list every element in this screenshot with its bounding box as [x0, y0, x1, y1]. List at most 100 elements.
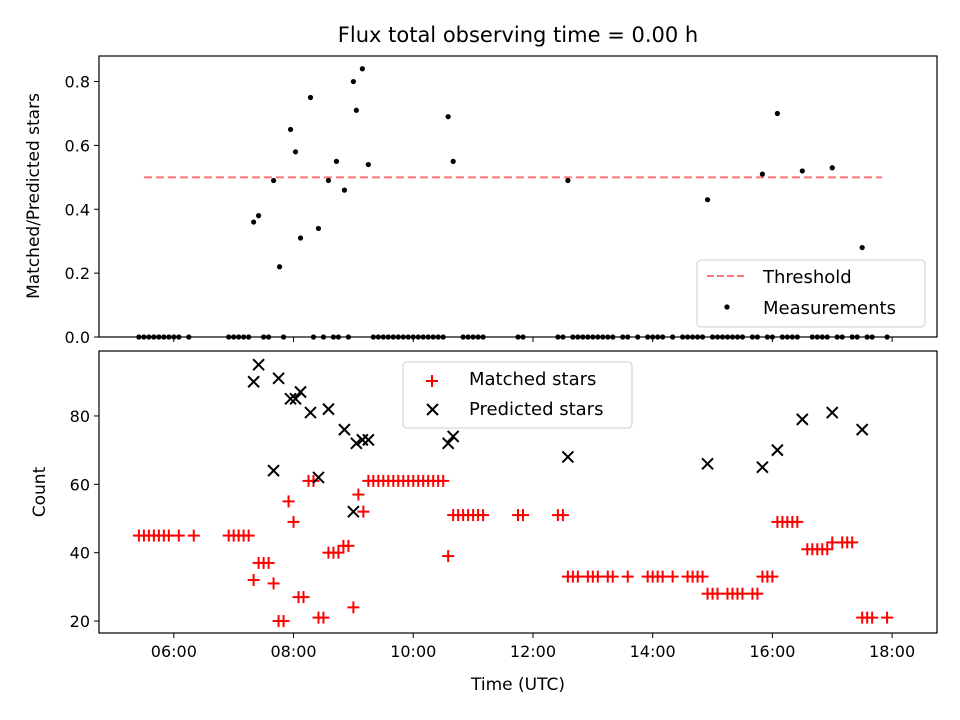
- measurement-point: [353, 107, 359, 113]
- measurement-point: [829, 165, 835, 171]
- x-tick-label: 16:00: [749, 642, 795, 661]
- legend-measurements-swatch: [724, 304, 730, 310]
- x-tick-label: 10:00: [390, 642, 436, 661]
- predicted-star-point: [247, 375, 260, 388]
- x-tick-label: 06:00: [151, 642, 197, 661]
- ratio-y-tick-label: 0.6: [65, 136, 90, 155]
- predicted-star-point: [338, 423, 351, 436]
- legend-threshold-label: Threshold: [762, 267, 852, 288]
- predicted-star-point: [252, 358, 265, 371]
- matched-star-point: [606, 570, 619, 583]
- measurement-point: [287, 126, 294, 133]
- count-y-tick-label: 40: [70, 544, 90, 563]
- legend-predicted-label: Predicted stars: [469, 399, 603, 420]
- x-axis-label: Time (UTC): [470, 675, 565, 695]
- measurement-point: [276, 264, 283, 270]
- ratio-y-tick-label: 0.4: [65, 200, 90, 219]
- ratio-y-tick-label: 0.0: [65, 328, 90, 347]
- count-legend-box: [402, 361, 633, 429]
- measurement-point: [359, 66, 365, 72]
- predicted-star-point: [826, 406, 839, 419]
- matched-star-point: [881, 611, 894, 624]
- legend-matched-swatch: [426, 375, 438, 387]
- measurement-point: [256, 213, 262, 219]
- predicted-star-point: [855, 423, 869, 436]
- x-tick-label: 14:00: [630, 642, 676, 661]
- count-plot-frame: [98, 350, 938, 634]
- count-y-tick-label: 20: [70, 612, 90, 631]
- matched-star-point: [477, 509, 490, 522]
- count-y-tick-label: 80: [70, 407, 90, 426]
- predicted-star-point: [322, 402, 335, 416]
- count-legend: Matched stars Predicted stars: [402, 361, 633, 429]
- matched-star-point: [247, 574, 260, 587]
- matched-star-point: [352, 488, 365, 501]
- predicted-star-point: [272, 372, 285, 385]
- x-tick-label: 08:00: [270, 642, 316, 661]
- measurement-point: [333, 158, 340, 164]
- matched-star-point: [307, 474, 320, 487]
- matched-star-point: [357, 505, 370, 518]
- measurement-point: [307, 94, 314, 101]
- predicted-star-point: [446, 430, 460, 443]
- measurement-point: [445, 114, 451, 120]
- matched-star-point: [846, 536, 859, 549]
- legend-measurements-label: Measurements: [763, 298, 896, 319]
- matched-star-point: [267, 577, 280, 590]
- matched-star-point: [187, 529, 200, 542]
- matched-star-point: [342, 539, 355, 552]
- measurement-point: [297, 235, 304, 241]
- predicted-star-point: [312, 471, 325, 484]
- x-tick-label: 12:00: [510, 642, 556, 661]
- measurement-point: [704, 197, 711, 203]
- measurement-point: [565, 177, 571, 184]
- matched-star-point: [172, 529, 185, 542]
- chart-title: Flux total observing time = 0.00 h: [338, 23, 698, 47]
- predicted-star-point: [561, 450, 575, 464]
- matched-star-point: [317, 611, 330, 624]
- predicted-star-point: [304, 406, 317, 419]
- measurement-point: [292, 149, 299, 155]
- matched-star-point: [621, 570, 634, 583]
- measurement-point: [341, 187, 348, 193]
- measurement-point: [270, 177, 277, 184]
- matched-star-point: [791, 515, 804, 528]
- predicted-star-point: [267, 464, 280, 477]
- legend-predicted-swatch: [426, 403, 439, 416]
- ratio-y-tick-label: 0.2: [65, 264, 90, 283]
- count-y-axis-label: Count: [30, 466, 50, 517]
- measurement-point: [859, 244, 865, 251]
- matched-star-point: [866, 611, 879, 624]
- matched-star-point: [262, 556, 275, 569]
- predicted-star-point: [701, 457, 714, 471]
- predicted-star-point: [756, 461, 769, 474]
- predicted-star-point: [289, 392, 302, 406]
- measurement-point: [251, 219, 257, 225]
- measurement-point: [774, 110, 780, 117]
- matched-star-point: [347, 601, 360, 614]
- measurement-point: [799, 168, 805, 174]
- ratio-y-tick-label: 0.8: [65, 73, 90, 92]
- ratio-plot-frame: [98, 55, 938, 338]
- legend-matched-label: Matched stars: [469, 369, 596, 390]
- matched-star-point: [666, 570, 679, 583]
- matched-star-point: [442, 550, 455, 563]
- matched-star-point: [696, 570, 709, 583]
- matched-star-point: [556, 509, 569, 522]
- matched-star-point: [516, 509, 529, 522]
- matched-star-point: [332, 546, 345, 559]
- count-y-tick-label: 60: [70, 475, 90, 494]
- matched-star-point: [277, 615, 290, 628]
- predicted-star-point: [796, 413, 809, 426]
- matched-star-point: [437, 474, 450, 487]
- matched-star-point: [821, 543, 834, 556]
- ratio-legend-box: [696, 259, 926, 328]
- matched-star-point: [766, 570, 779, 583]
- predicted-star-point: [771, 443, 784, 457]
- predicted-star-point: [350, 437, 363, 450]
- measurement-point: [350, 78, 356, 85]
- predicted-star-point: [284, 392, 297, 406]
- predicted-star-point: [347, 505, 360, 518]
- measurement-point: [365, 161, 371, 168]
